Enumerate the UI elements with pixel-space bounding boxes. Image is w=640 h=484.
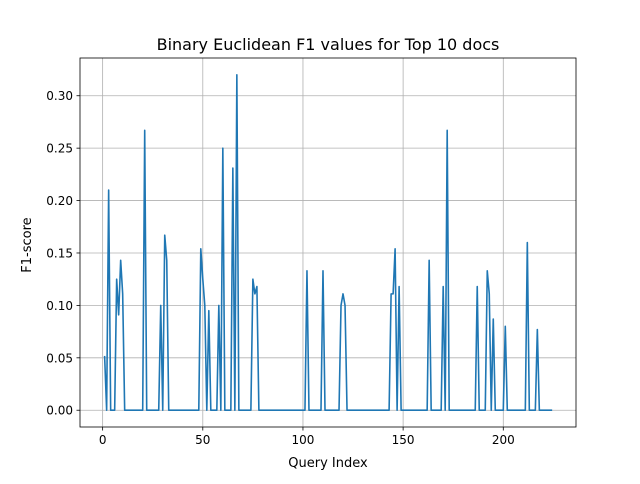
y-tick-label: 0.25 (46, 142, 73, 156)
y-tick-label: 0.10 (46, 299, 73, 313)
y-tick-label: 0.15 (46, 246, 73, 260)
x-tick-label: 200 (492, 433, 515, 447)
x-tick-label: 100 (292, 433, 315, 447)
y-tick-label: 0.20 (46, 194, 73, 208)
y-tick-label: 0.30 (46, 89, 73, 103)
x-tick-label: 50 (195, 433, 210, 447)
series-layer (103, 73, 553, 412)
y-tick-label: 0.05 (46, 351, 73, 365)
y-axis-ticks: 0.00 0.05 0.10 0.15 0.20 0.25 0.30 (46, 89, 80, 418)
chart-title: Binary Euclidean F1 values for Top 10 do… (157, 35, 500, 54)
x-axis-ticks: 0 50 100 150 200 (99, 427, 515, 447)
plot-frame (79, 57, 577, 428)
y-axis-label: F1-score (20, 217, 35, 272)
series-line (103, 73, 553, 412)
x-axis-label: Query Index (288, 456, 368, 471)
x-tick-label: 0 (99, 433, 107, 447)
y-tick-label: 0.00 (46, 404, 73, 418)
x-tick-label: 150 (392, 433, 415, 447)
